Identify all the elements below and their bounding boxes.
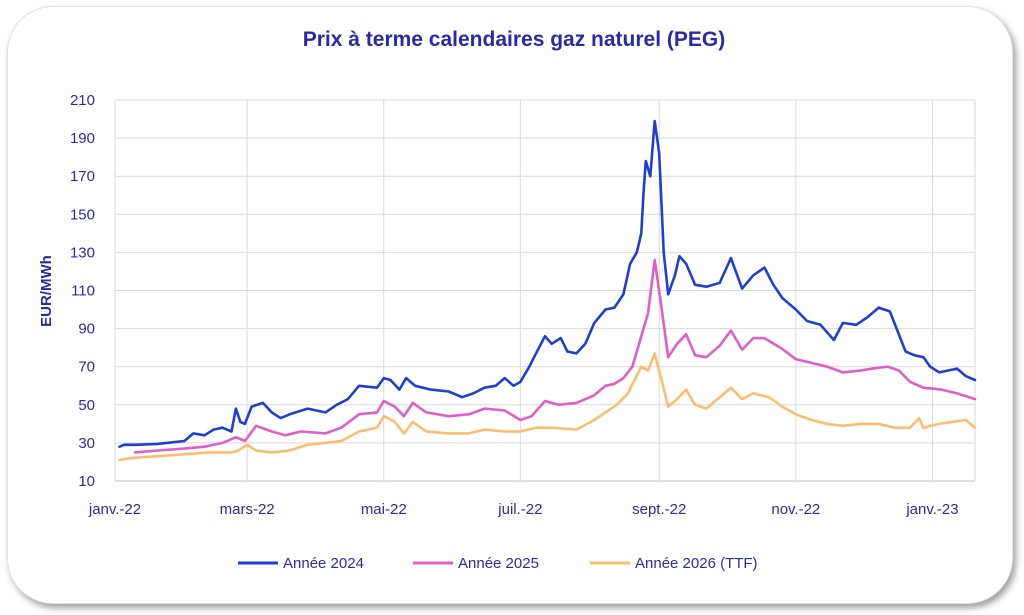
- y-tick-label: 150: [70, 206, 95, 223]
- y-tick-label: 170: [70, 168, 95, 185]
- y-tick-label: 210: [70, 92, 95, 109]
- x-axis-ticks: janv.-22 mars-22 mai-22 juil.-22 sept.-22 nov…: [88, 501, 959, 518]
- legend: Année 2024 Année 2025 Année 2026 (TTF): [238, 555, 758, 572]
- x-tick-label: mars-22: [220, 501, 275, 518]
- y-axis-ticks: 10 30 50 70 90 110 130 150 170 190 210: [70, 92, 95, 490]
- y-tick-label: 190: [70, 130, 95, 147]
- y-tick-label: 110: [71, 283, 95, 300]
- chart-card: [7, 6, 1013, 604]
- x-tick-label: sept.-22: [632, 501, 686, 518]
- x-tick-label: janv.-23: [905, 501, 958, 518]
- y-tick-label: 70: [78, 359, 95, 376]
- y-tick-label: 90: [78, 321, 95, 338]
- series-line-ann-e-2026-ttf: [118, 352, 977, 462]
- chart-title: Prix à terme calendaires gaz naturel (PE…: [303, 28, 726, 51]
- y-tick-label: 130: [70, 244, 95, 261]
- x-tick-label: mai-22: [361, 501, 407, 518]
- gridlines: [114, 99, 976, 482]
- series-lines: [118, 119, 977, 462]
- legend-label: Année 2024: [283, 555, 364, 572]
- y-tick-label: 50: [78, 397, 95, 414]
- y-tick-label: 30: [78, 435, 95, 452]
- y-axis-label: EUR/MWh: [38, 255, 55, 327]
- x-tick-label: nov.-22: [771, 501, 820, 518]
- y-tick-label: 10: [78, 473, 95, 490]
- series-line-ann-e-2025: [133, 258, 977, 454]
- legend-label: Année 2026 (TTF): [635, 555, 758, 572]
- x-tick-label: janv.-22: [88, 501, 141, 518]
- series-line-ann-e-2024: [118, 119, 977, 448]
- legend-label: Année 2025: [458, 555, 539, 572]
- x-tick-label: juil.-22: [497, 501, 542, 518]
